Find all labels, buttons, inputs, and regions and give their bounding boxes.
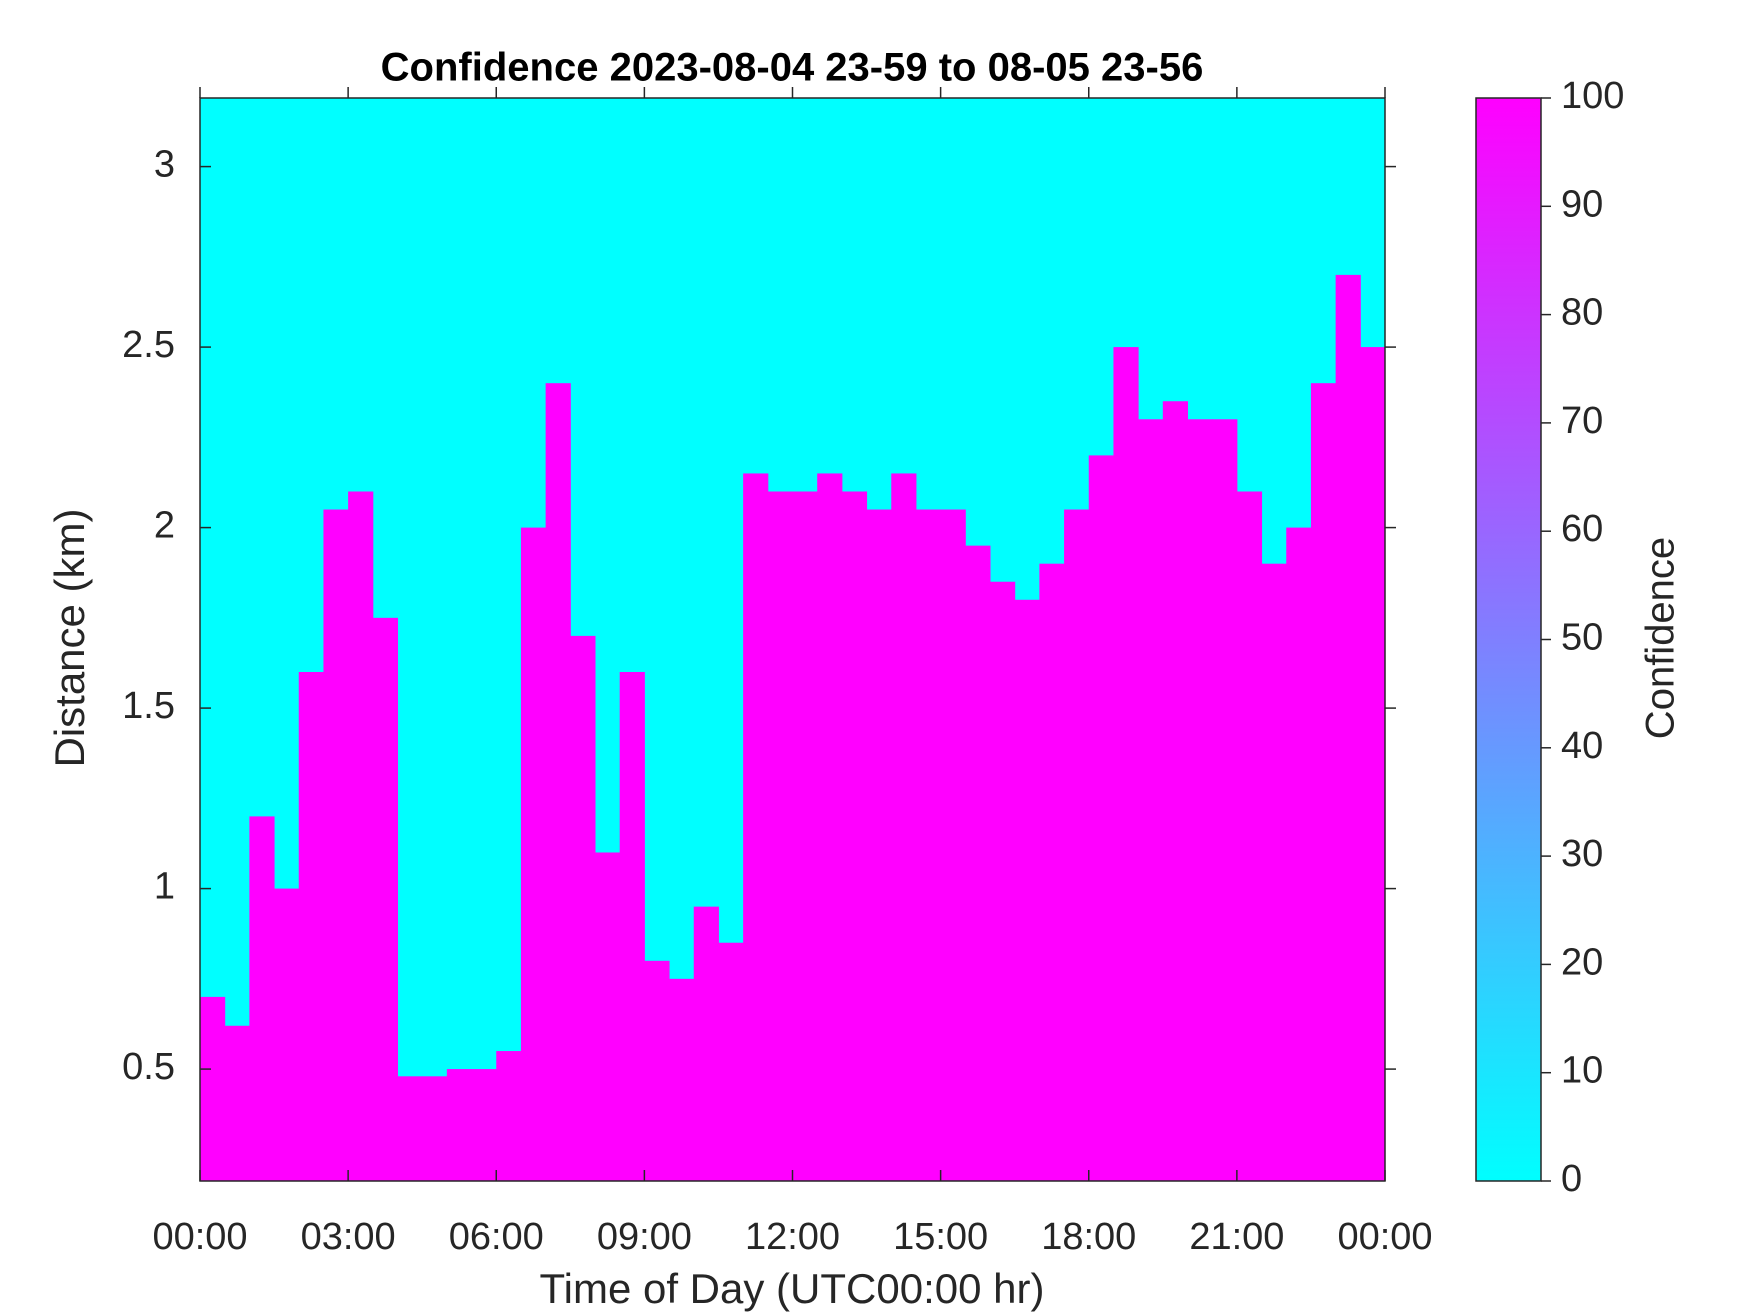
- colorbar-tick-label: 100: [1561, 75, 1624, 117]
- x-tick-label: 00:00: [1337, 1216, 1432, 1258]
- heatmap-column: [397, 1076, 423, 1181]
- colorbar-tick-label: 10: [1561, 1050, 1603, 1092]
- heatmap-column: [323, 509, 349, 1181]
- heatmap-column: [1212, 419, 1238, 1181]
- heatmap-column: [866, 509, 892, 1181]
- y-tick-label: 0.5: [122, 1046, 175, 1088]
- heatmap-column: [471, 1069, 497, 1181]
- heatmap-column: [915, 509, 942, 1181]
- heatmap-column: [644, 960, 670, 1181]
- heatmap-column: [520, 527, 547, 1181]
- heatmap-column: [1286, 527, 1312, 1181]
- chart-title: Confidence 2023-08-04 23-59 to 08-05 23-…: [381, 46, 1204, 90]
- x-tick-label: 12:00: [745, 1216, 840, 1258]
- heatmap-column: [619, 671, 645, 1181]
- heatmap-column: [891, 473, 917, 1181]
- colorbar-tick-label: 90: [1561, 183, 1603, 225]
- colorbar-tick-label: 70: [1561, 400, 1603, 442]
- colorbar-tick-label: 80: [1561, 292, 1603, 334]
- heatmap-column: [446, 1069, 473, 1181]
- heatmap-column: [224, 1025, 250, 1181]
- heatmap-column: [274, 888, 300, 1181]
- colorbar-tick-label: 60: [1561, 508, 1603, 550]
- heatmap-column: [792, 491, 818, 1181]
- heatmap-column: [496, 1051, 522, 1181]
- heatmap-column: [298, 671, 324, 1181]
- heatmap-column: [1335, 274, 1361, 1181]
- heatmap-column: [1360, 347, 1386, 1182]
- y-tick-label: 2: [154, 505, 175, 547]
- heatmap-column: [1088, 455, 1114, 1181]
- colorbar: [1475, 97, 1542, 1182]
- heatmap-column: [965, 545, 991, 1181]
- heatmap-column: [693, 906, 719, 1181]
- heatmap-column: [372, 617, 398, 1181]
- heatmap-column: [1162, 401, 1188, 1181]
- heatmap-column: [545, 383, 571, 1181]
- colorbar-tick-label: 40: [1561, 725, 1603, 767]
- x-tick-label: 18:00: [1041, 1216, 1136, 1258]
- heatmap-column: [767, 491, 793, 1181]
- heatmap-column: [743, 473, 769, 1181]
- heatmap-column: [940, 509, 966, 1181]
- colorbar-tick-label: 30: [1561, 833, 1603, 875]
- colorbar-tick-label: 50: [1561, 617, 1603, 659]
- colorbar-tick-label: 0: [1561, 1158, 1582, 1200]
- heatmap-column: [1187, 419, 1213, 1181]
- heatmap-column: [718, 942, 744, 1181]
- y-tick-label: 2.5: [122, 324, 175, 366]
- heatmap-column: [595, 852, 621, 1181]
- heatmap-column: [1113, 347, 1139, 1182]
- y-tick-label: 1: [154, 866, 175, 908]
- colorbar-label: Confidence: [1639, 537, 1683, 739]
- heatmap-column: [1014, 599, 1040, 1181]
- heatmap-column: [990, 581, 1016, 1181]
- x-tick-label: 09:00: [597, 1216, 692, 1258]
- heatmap-column: [817, 473, 843, 1181]
- heatmap-column: [1236, 491, 1263, 1181]
- y-axis-label: Distance (km): [46, 508, 93, 767]
- x-tick-label: 00:00: [152, 1216, 247, 1258]
- x-tick-label: 06:00: [449, 1216, 544, 1258]
- x-tick-label: 21:00: [1189, 1216, 1284, 1258]
- heatmap-column: [1039, 563, 1065, 1181]
- y-tick-label: 3: [154, 144, 175, 186]
- colorbar-tick-label: 20: [1561, 941, 1603, 983]
- heatmap-column: [841, 491, 868, 1181]
- heatmap-column: [669, 978, 695, 1181]
- heatmap-column: [200, 996, 226, 1181]
- heatmap-column: [1138, 419, 1164, 1181]
- heatmap-column: [249, 816, 275, 1181]
- heatmap-column: [1310, 383, 1337, 1181]
- heatmap-column: [348, 491, 374, 1181]
- x-tick-label: 15:00: [893, 1216, 988, 1258]
- y-tick-label: 1.5: [122, 685, 175, 727]
- heatmap-column: [1064, 509, 1090, 1181]
- x-tick-label: 03:00: [301, 1216, 396, 1258]
- heatmap-column: [422, 1076, 448, 1181]
- heatmap-column: [1261, 563, 1287, 1181]
- x-axis-label: Time of Day (UTC00:00 hr): [540, 1265, 1045, 1312]
- heatmap-column: [570, 635, 596, 1181]
